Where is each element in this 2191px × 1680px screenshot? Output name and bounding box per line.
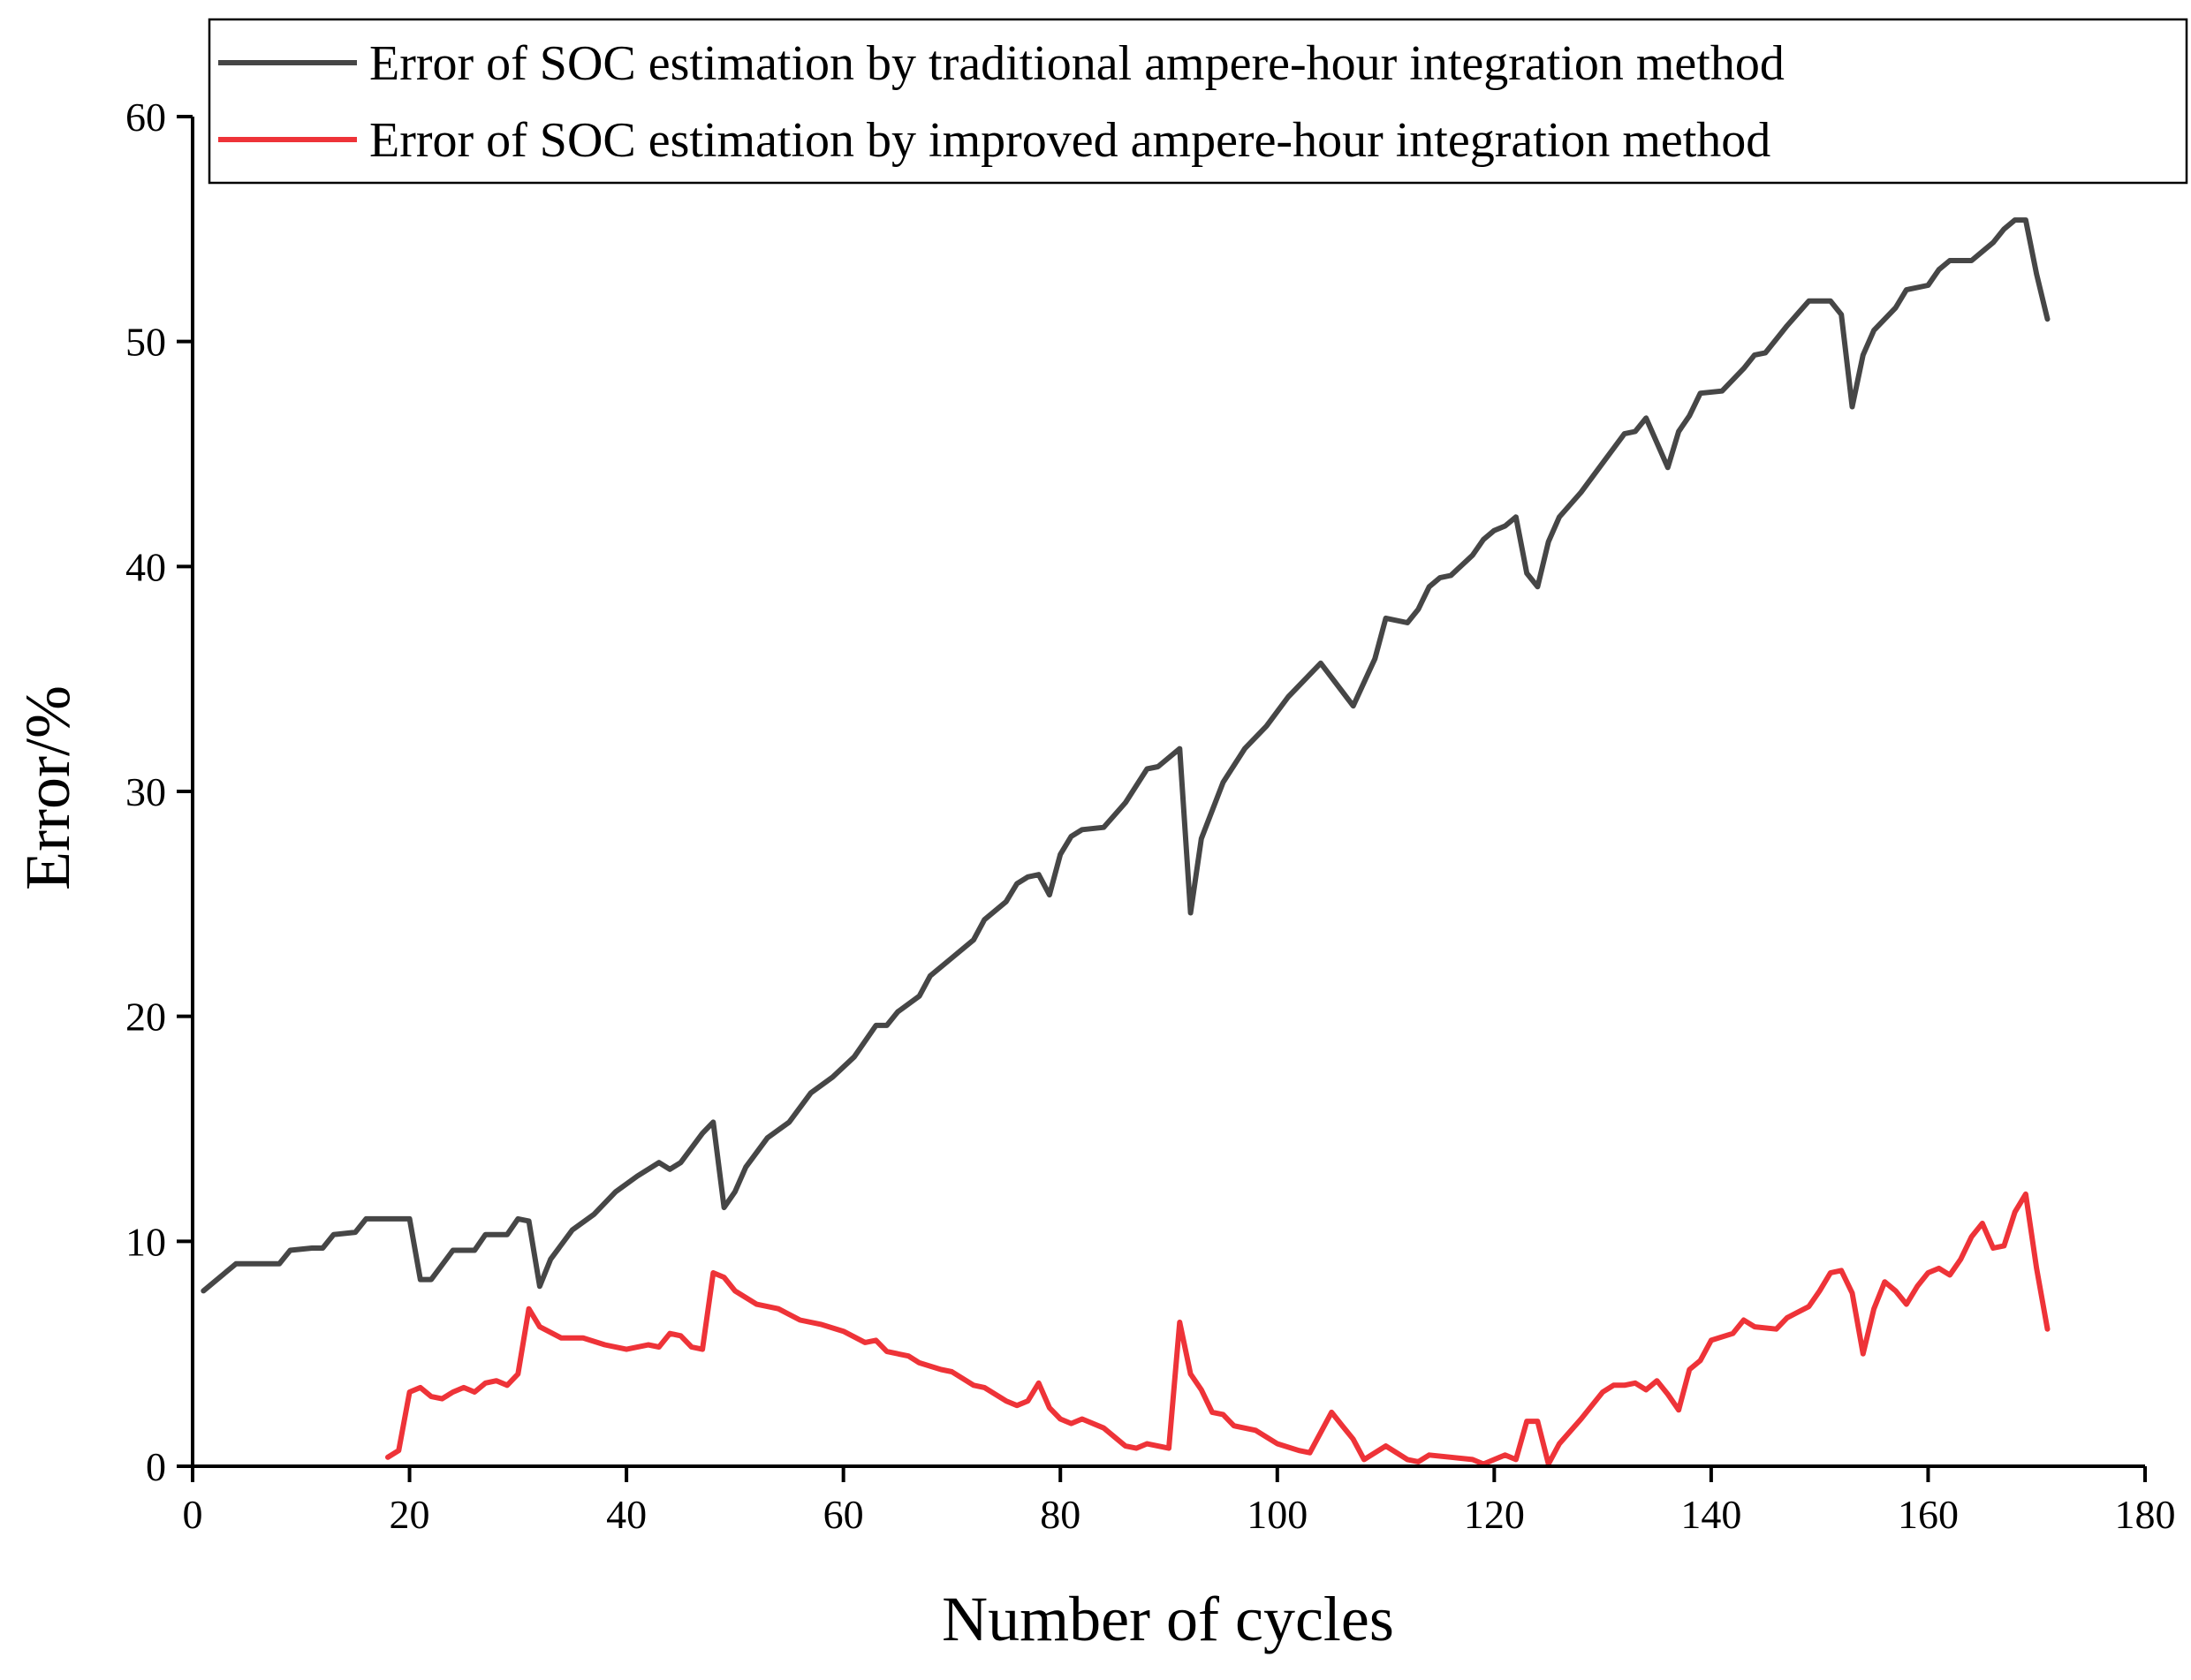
x-axis-ticks: 0 20 40 60 80 100 120 140 160 180 [183,1466,2176,1537]
x-tick-label: 40 [606,1492,647,1537]
x-tick-label: 60 [823,1492,864,1537]
y-tick-label: 10 [125,1219,166,1264]
y-axis-ticks: 0 10 20 30 40 50 60 [125,95,193,1489]
series-layer [201,217,2051,1467]
x-tick-label: 180 [2115,1492,2176,1537]
y-tick-label: 60 [125,95,166,140]
x-tick-label: 140 [1680,1492,1741,1537]
y-tick-label: 0 [146,1444,166,1489]
x-axis-title: Number of cycles [942,1584,1394,1654]
series-traditional-line [201,217,2051,1294]
y-tick-label: 40 [125,544,166,589]
x-tick-label: 0 [183,1492,203,1537]
legend-label-traditional: Error of SOC estimation by traditional a… [369,36,1785,91]
x-tick-label: 20 [390,1492,430,1537]
legend-box [208,18,2188,185]
legend: Error of SOC estimation by traditional a… [208,18,2188,185]
x-tick-label: 80 [1040,1492,1080,1537]
y-tick-label: 20 [125,995,166,1040]
series-improved-line [385,1191,2051,1467]
y-axis-title: Error/% [12,685,83,890]
x-tick-label: 100 [1247,1492,1308,1537]
legend-label-improved: Error of SOC estimation by improved ampe… [369,113,1770,168]
y-tick-label: 50 [125,320,166,365]
y-tick-label: 30 [125,769,166,814]
x-tick-label: 160 [1898,1492,1959,1537]
x-tick-label: 120 [1464,1492,1525,1537]
